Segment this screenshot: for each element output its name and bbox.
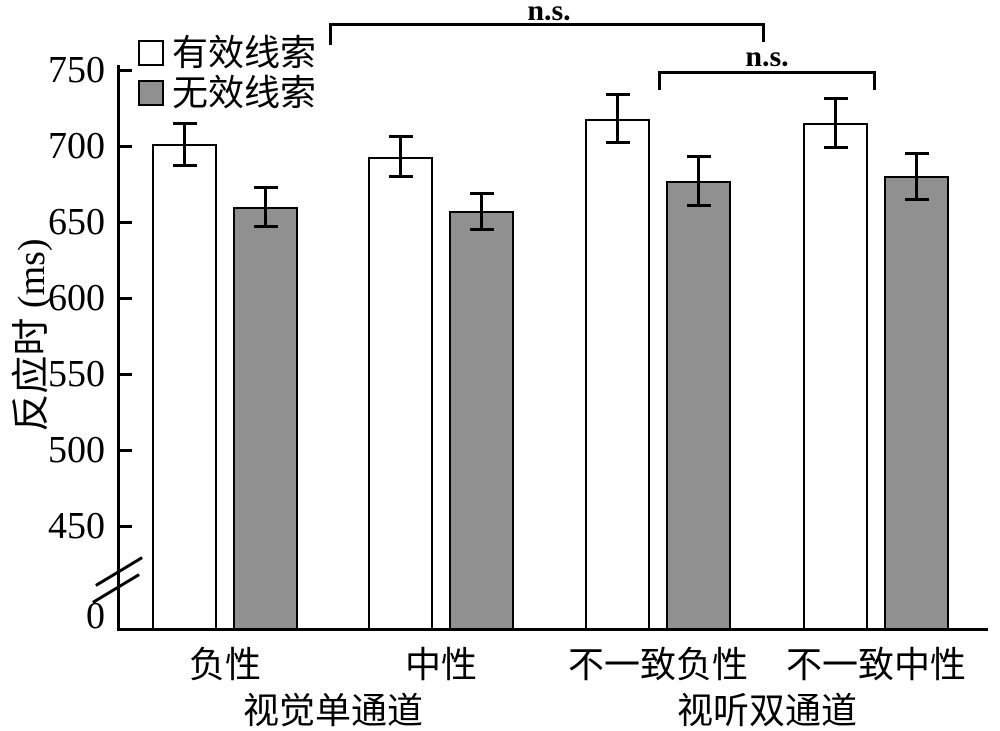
- x-category-label-1: 中性: [404, 645, 478, 685]
- ns-bracket-2: [658, 71, 876, 74]
- ns-bracket-1: [329, 23, 765, 26]
- y-tick-label-550: 550: [48, 353, 105, 395]
- error-bar-line: [264, 185, 267, 229]
- error-bar-cap: [686, 155, 711, 159]
- error-bar-line: [616, 92, 619, 145]
- error-bar-cap: [904, 152, 929, 156]
- error-bar: [904, 152, 929, 201]
- y-tick: [119, 68, 132, 72]
- error-bar-cap: [823, 97, 848, 101]
- y-tick-label-450: 450: [48, 505, 105, 547]
- error-bar-cap: [823, 146, 848, 150]
- y-tick-label-750: 750: [48, 49, 105, 91]
- y-tick-label-500: 500: [48, 429, 105, 471]
- y-tick: [119, 372, 132, 376]
- error-bar-line: [480, 191, 483, 232]
- error-bar: [172, 121, 197, 168]
- y-tick: [119, 296, 132, 300]
- ns-label-2: n.s.: [745, 40, 789, 73]
- x-category-label-2: 不一致负性: [567, 645, 749, 685]
- y-tick: [119, 524, 132, 528]
- error-bar-line: [183, 121, 186, 168]
- bar-invalid-2: [666, 180, 731, 630]
- error-bar-cap: [904, 197, 929, 201]
- bar-valid-0: [152, 144, 217, 630]
- ns-label-1: n.s.: [527, 0, 571, 27]
- error-bar: [605, 92, 630, 145]
- y-tick-label-0: 0: [86, 595, 105, 637]
- error-bar-cap: [686, 203, 711, 207]
- gray-square-icon: [138, 80, 164, 106]
- error-bar-cap: [469, 228, 494, 232]
- y-tick: [119, 448, 132, 452]
- error-bar-cap: [388, 174, 413, 178]
- ns-bracket-1-right-tick: [762, 23, 765, 42]
- bar-invalid-1: [449, 211, 514, 630]
- error-bar-cap: [605, 92, 630, 96]
- legend-label-invalid: 无效线索: [172, 73, 317, 113]
- ns-bracket-1-left-tick: [329, 23, 332, 45]
- error-bar: [388, 135, 413, 178]
- bar-invalid-3: [884, 176, 949, 630]
- error-bar-cap: [388, 135, 413, 139]
- error-bar-line: [834, 97, 837, 150]
- y-tick-label-700: 700: [48, 125, 105, 167]
- error-bar-cap: [253, 185, 278, 189]
- x-category-label-0: 负性: [188, 645, 262, 685]
- legend-label-valid: 有效线索: [172, 33, 317, 73]
- bar-valid-3: [803, 123, 868, 630]
- group-label-visual: 视觉单通道: [242, 691, 424, 731]
- error-bar-line: [697, 155, 700, 207]
- error-bar: [823, 97, 848, 150]
- y-tick-label-600: 600: [48, 277, 105, 319]
- error-bar-line: [399, 135, 402, 178]
- x-axis-line: [117, 628, 988, 631]
- error-bar: [253, 185, 278, 229]
- group-label-audiovisual: 视听双通道: [676, 691, 858, 731]
- error-bar: [469, 191, 494, 232]
- error-bar-cap: [172, 121, 197, 125]
- ns-bracket-2-right-tick: [873, 71, 876, 90]
- y-axis-line: [117, 65, 120, 631]
- x-category-label-3: 不一致中性: [785, 645, 967, 685]
- white-square-icon: [138, 40, 164, 66]
- ns-bracket-2-left-tick: [658, 71, 661, 90]
- error-bar: [686, 155, 711, 207]
- bar-invalid-0: [233, 206, 298, 630]
- error-bar-cap: [172, 164, 197, 168]
- error-bar-cap: [253, 225, 278, 229]
- error-bar-cap: [605, 141, 630, 145]
- error-bar-line: [915, 152, 918, 201]
- y-tick: [119, 220, 132, 224]
- error-bar-cap: [469, 191, 494, 195]
- bar-valid-2: [585, 118, 650, 630]
- y-tick: [119, 144, 132, 148]
- y-tick-label-650: 650: [48, 201, 105, 243]
- bar-valid-1: [368, 156, 433, 630]
